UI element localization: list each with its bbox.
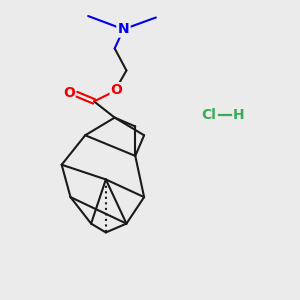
Text: H: H	[232, 108, 244, 122]
Text: O: O	[63, 85, 75, 100]
Text: N: N	[118, 22, 129, 36]
Text: Cl: Cl	[202, 108, 216, 122]
Text: O: O	[110, 82, 122, 97]
